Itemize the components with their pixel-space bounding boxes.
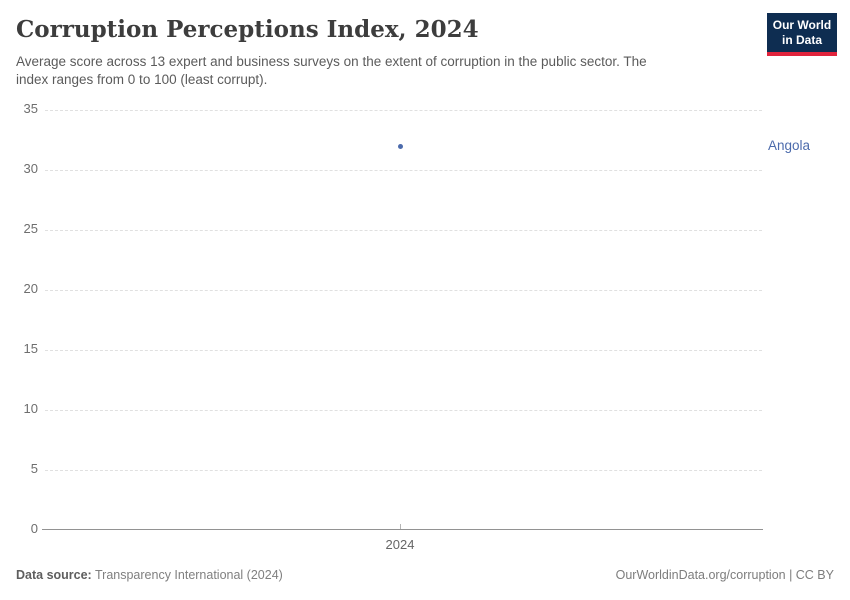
- y-axis-tick-label: 30: [23, 161, 38, 176]
- entity-label-angola[interactable]: Angola: [768, 138, 811, 153]
- x-axis-tick-mark: [399, 524, 401, 529]
- x-axis-line: [42, 529, 763, 530]
- data-point-angola[interactable]: [397, 143, 403, 149]
- x-axis-tick-label: 2024: [385, 537, 415, 552]
- data-source-value: Transparency International (2024): [94, 568, 283, 582]
- gridline-y-5: [45, 470, 762, 471]
- y-axis-tick-label: 5: [30, 461, 38, 476]
- chart-footer: Data source: Transparency International …: [16, 568, 834, 582]
- data-source-label: Data source:: [16, 568, 92, 582]
- owid-logo-line1: Our World: [772, 18, 832, 32]
- page-title: Corruption Perceptions Index, 2024: [16, 16, 479, 43]
- gridline-y-20: [45, 290, 762, 291]
- owid-logo-line2: in Data: [781, 33, 822, 47]
- gridline-y-25: [45, 230, 762, 231]
- data-source: Data source: Transparency International …: [16, 568, 283, 582]
- y-axis-tick-label: 35: [23, 101, 38, 116]
- y-axis-tick-label: 15: [23, 341, 38, 356]
- gridline-y-15: [45, 350, 762, 351]
- owid-logo[interactable]: Our World in Data: [767, 13, 837, 56]
- chart-subtitle-line1: Average score across 13 expert and busin…: [16, 54, 647, 69]
- gridline-y-10: [45, 410, 762, 411]
- y-axis-tick-label: 0: [30, 521, 38, 536]
- gridline-y-35: [45, 110, 762, 111]
- chart-subtitle: Average score across 13 expert and busin…: [16, 53, 761, 89]
- y-axis-tick-label: 25: [23, 221, 38, 236]
- gridline-y-30: [45, 170, 762, 171]
- footer-license-link[interactable]: OurWorldinData.org/corruption | CC BY: [615, 568, 834, 582]
- y-axis-tick-label: 20: [23, 281, 38, 296]
- y-axis-tick-label: 10: [23, 401, 38, 416]
- chart-subtitle-line2: index ranges from 0 to 100 (least corrup…: [16, 72, 268, 88]
